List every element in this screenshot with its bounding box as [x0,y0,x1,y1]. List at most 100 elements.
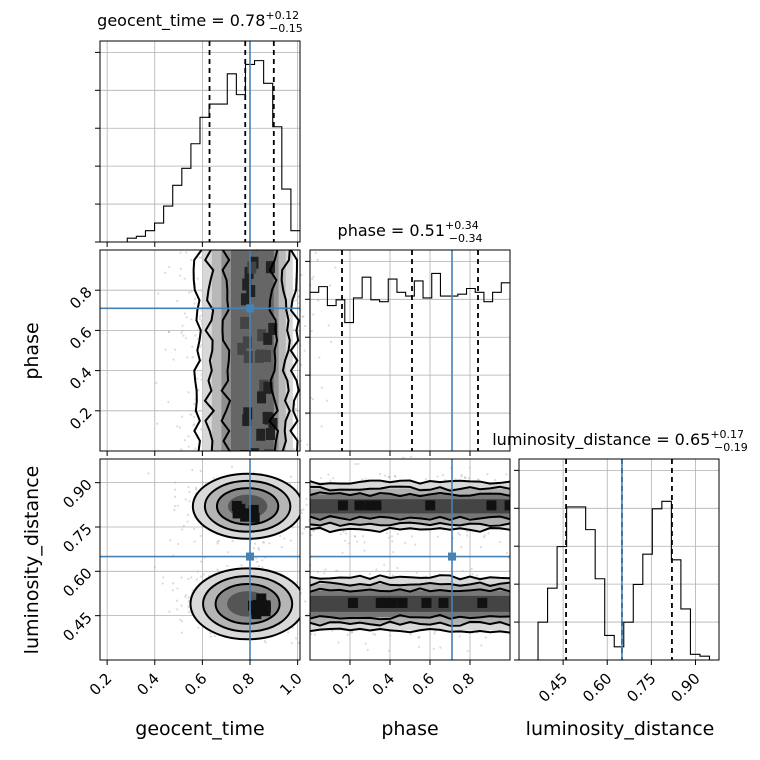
title-geocent_time: geocent_time = 0.78+0.12 −0.15 [97,9,303,35]
sample-point [171,589,174,592]
x-axis-label-luminosity_distance: luminosity_distance [526,718,715,740]
sample-point [178,426,182,429]
sample-point [320,425,323,428]
sample-point [305,497,308,500]
sample-point [168,610,171,613]
y-tick-label: 0.60 [59,564,95,600]
sample-point [436,475,439,478]
sample-point [433,632,436,635]
sample-point [318,356,321,359]
histogram-luminosity_distance [519,500,719,661]
sample-point [304,324,307,328]
sample-point [191,468,194,472]
sample-point [375,568,378,571]
sample-point [328,284,332,287]
sample-point [191,355,194,359]
density-cell [250,448,260,451]
sample-point [172,582,175,585]
sample-point [295,299,298,302]
sample-point [193,423,196,426]
panel-frame [99,249,301,452]
sample-point [432,647,435,651]
sample-point [190,258,193,262]
sample-point [291,626,295,629]
sample-point [264,641,267,644]
density-cell [232,508,243,519]
sample-point [471,573,474,576]
sample-point [312,529,315,533]
sample-point [320,386,323,389]
sample-point [297,641,300,645]
sample-point [261,566,264,569]
density-gp [192,250,300,451]
sample-point [301,532,304,535]
contour-line [189,567,300,641]
sample-point [192,415,196,419]
sample-point [227,551,230,554]
sample-point [194,334,197,337]
sample-point [300,509,303,512]
contour-line [220,250,232,451]
sample-point [434,630,437,633]
sample-point [476,478,479,481]
sample-point [304,600,307,603]
sample-point [182,334,185,337]
sample-point [350,630,354,634]
sample-point [199,469,202,472]
sample-point [187,485,190,489]
sample-point [415,571,418,575]
sample-point [187,513,190,516]
sample-point [414,543,417,546]
sample-point [216,542,219,545]
sample-point [202,573,206,576]
sample-point [316,258,319,262]
panel-frame [309,458,511,661]
sample-point [164,348,167,351]
sample-point [161,582,164,585]
contour-line [203,250,216,451]
sample-point [347,542,350,545]
y-tick-label: 0.8 [66,283,96,313]
sample-point [180,604,183,607]
density-cell [354,500,365,511]
sample-point [164,271,167,274]
density-cell [371,500,382,511]
sample-point [294,407,297,411]
sample-point [441,474,445,477]
sample-point [174,348,177,351]
sample-point [313,633,317,636]
sample-point [302,315,305,318]
sample-point [209,632,212,635]
sample-point [484,636,487,639]
title-plus: +0.12 [265,9,299,22]
sample-point [334,266,337,269]
sample-point [287,631,290,634]
sample-point [197,626,200,629]
sample-point [190,576,193,579]
sample-point [363,541,366,544]
sample-point [361,478,364,481]
y-axis-label-luminosity_distance: luminosity_distance [21,466,43,655]
contour-line [310,515,510,521]
contour-line [268,250,280,451]
contour-line [310,521,510,527]
sample-point [417,636,420,639]
density-cell [421,597,432,608]
sample-point [463,476,467,479]
sample-point [255,557,258,560]
sample-point [193,527,196,531]
sample-point [167,400,170,404]
density-cell [263,381,273,394]
sample-point [310,633,313,636]
sample-point [280,546,283,549]
sample-point [183,439,186,442]
sample-point [180,620,184,623]
sample-point [464,477,467,480]
panel-frame [99,458,301,661]
sample-point [505,551,509,554]
density-cell [438,597,449,608]
sample-point [199,575,202,578]
density-cell [231,500,242,511]
sample-point [167,330,170,333]
